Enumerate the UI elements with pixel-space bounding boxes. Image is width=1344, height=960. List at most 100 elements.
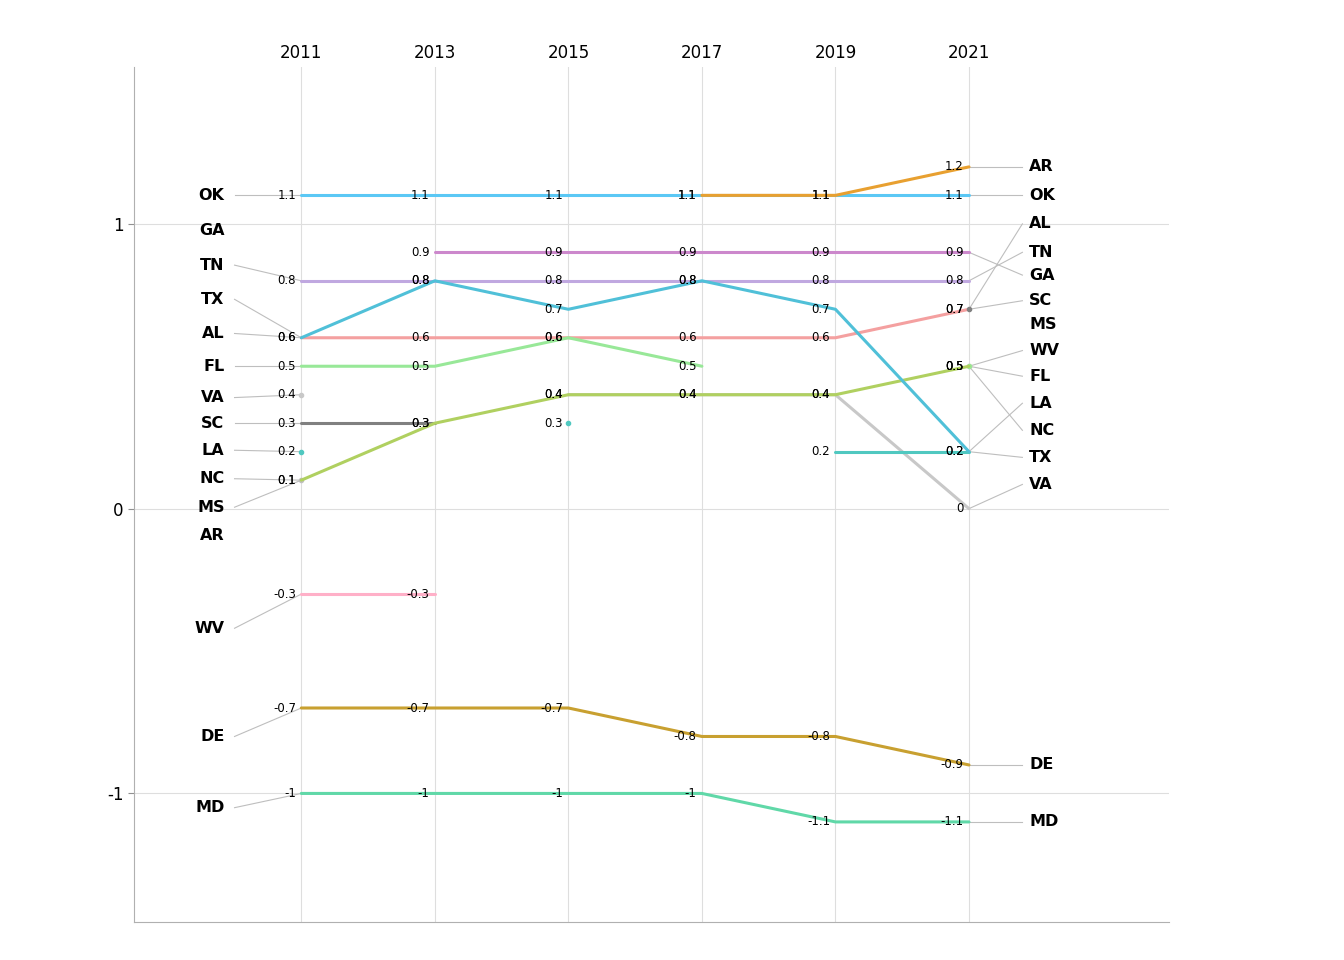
Text: MD: MD [195,801,224,815]
Text: TX: TX [1030,450,1052,465]
Text: -0.9: -0.9 [941,758,964,772]
Text: 0: 0 [957,502,964,516]
Text: 0.5: 0.5 [277,360,296,372]
Text: 0.1: 0.1 [277,473,296,487]
Text: 0.4: 0.4 [544,388,563,401]
Text: DE: DE [200,729,224,744]
Text: 0.3: 0.3 [411,417,430,430]
Text: -1.1: -1.1 [941,815,964,828]
Text: 1.1: 1.1 [277,189,296,202]
Text: 0.4: 0.4 [677,388,696,401]
Text: 0.3: 0.3 [411,417,430,430]
Text: 0.7: 0.7 [812,302,831,316]
Text: 0.8: 0.8 [945,275,964,287]
Text: VA: VA [1030,477,1052,492]
Text: 0.8: 0.8 [679,275,696,287]
Text: 0.9: 0.9 [677,246,696,259]
Text: 1.1: 1.1 [544,189,563,202]
Text: -1: -1 [284,787,296,800]
Text: 0.3: 0.3 [277,417,296,430]
Text: 1.2: 1.2 [945,160,964,174]
Text: MD: MD [1030,814,1059,829]
Text: 0.6: 0.6 [277,331,296,345]
Text: 0.4: 0.4 [544,388,563,401]
Text: GA: GA [1030,268,1055,282]
Text: TN: TN [200,257,224,273]
Text: NC: NC [199,471,224,486]
Text: 0.5: 0.5 [945,360,964,372]
Text: 0.2: 0.2 [812,445,831,458]
Text: 0.5: 0.5 [411,360,430,372]
Text: -0.8: -0.8 [808,730,831,743]
Text: 0.8: 0.8 [679,275,696,287]
Text: 1.1: 1.1 [677,189,696,202]
Text: OK: OK [1030,188,1055,203]
Text: FL: FL [1030,369,1050,384]
Text: 0.9: 0.9 [544,246,563,259]
Text: NC: NC [1030,422,1054,438]
Text: 0.4: 0.4 [277,388,296,401]
Text: WV: WV [1030,343,1059,358]
Text: 1.1: 1.1 [945,189,964,202]
Text: 0.6: 0.6 [544,331,563,345]
Text: 0.6: 0.6 [544,331,563,345]
Text: 0.5: 0.5 [945,360,964,372]
Text: SC: SC [1030,293,1052,308]
Text: 0.4: 0.4 [812,388,831,401]
Text: 0.8: 0.8 [411,275,430,287]
Text: -0.8: -0.8 [673,730,696,743]
Text: MS: MS [1030,318,1056,332]
Text: TX: TX [202,292,224,307]
Text: -1: -1 [684,787,696,800]
Text: WV: WV [195,621,224,636]
Text: AR: AR [200,528,224,543]
Text: 0.2: 0.2 [945,445,964,458]
Text: AL: AL [1030,216,1052,231]
Text: 0.5: 0.5 [945,360,964,372]
Text: 0.1: 0.1 [277,473,296,487]
Text: 0.3: 0.3 [544,417,563,430]
Text: -1: -1 [551,787,563,800]
Text: AL: AL [202,326,224,341]
Text: -0.3: -0.3 [273,588,296,601]
Text: 0.5: 0.5 [679,360,696,372]
Text: FL: FL [203,359,224,373]
Text: 0.4: 0.4 [677,388,696,401]
Text: LA: LA [202,443,224,458]
Text: -0.7: -0.7 [540,702,563,714]
Text: -0.3: -0.3 [407,588,430,601]
Text: 0.7: 0.7 [945,302,964,316]
Text: 1.1: 1.1 [411,189,430,202]
Text: 0.4: 0.4 [812,388,831,401]
Text: 0.8: 0.8 [411,275,430,287]
Text: 1.1: 1.1 [812,189,831,202]
Text: 0.8: 0.8 [544,275,563,287]
Text: -0.7: -0.7 [273,702,296,714]
Text: 0.9: 0.9 [945,246,964,259]
Text: 1.1: 1.1 [677,189,696,202]
Text: TN: TN [1030,245,1054,260]
Text: AR: AR [1030,159,1054,175]
Text: OK: OK [199,188,224,203]
Text: 0.6: 0.6 [812,331,831,345]
Text: -1.1: -1.1 [806,815,831,828]
Text: -0.7: -0.7 [406,702,430,714]
Text: MS: MS [198,500,224,515]
Text: 1.1: 1.1 [812,189,831,202]
Text: VA: VA [200,390,224,405]
Text: 0.8: 0.8 [812,275,831,287]
Text: 0.7: 0.7 [945,302,964,316]
Text: 0.6: 0.6 [277,331,296,345]
Text: 0.8: 0.8 [277,275,296,287]
Text: 0.9: 0.9 [411,246,430,259]
Text: LA: LA [1030,396,1052,411]
Text: DE: DE [1030,757,1054,773]
Text: SC: SC [202,416,224,431]
Text: 0.6: 0.6 [677,331,696,345]
Text: 0.2: 0.2 [277,445,296,458]
Text: 0.6: 0.6 [411,331,430,345]
Text: -1: -1 [418,787,430,800]
Text: 0.2: 0.2 [945,445,964,458]
Text: 0.9: 0.9 [812,246,831,259]
Text: 0.7: 0.7 [544,302,563,316]
